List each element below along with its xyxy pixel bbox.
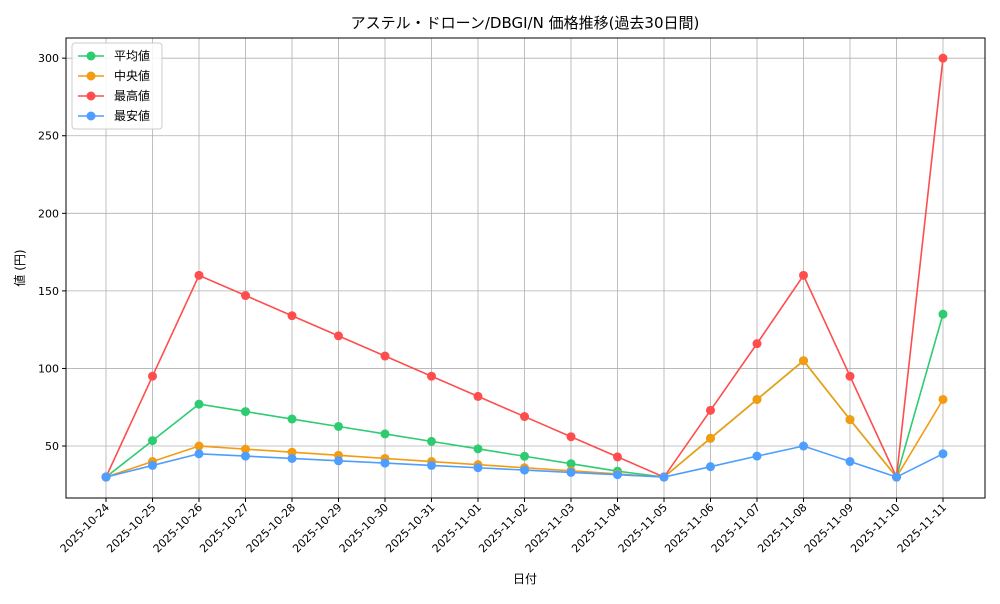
legend-label: 最高値 bbox=[114, 88, 150, 103]
legend-box bbox=[71, 42, 163, 130]
data-point bbox=[845, 371, 855, 381]
data-point bbox=[148, 436, 157, 446]
data-point bbox=[287, 453, 297, 463]
data-point bbox=[241, 451, 250, 461]
y-tick-label: 250 bbox=[38, 130, 59, 143]
data-point bbox=[892, 472, 901, 482]
data-point bbox=[566, 459, 576, 469]
series-3 bbox=[101, 441, 948, 482]
data-point bbox=[520, 465, 529, 475]
data-point bbox=[520, 412, 529, 422]
y-tick-label: 100 bbox=[38, 362, 59, 375]
data-point bbox=[473, 463, 483, 473]
data-point bbox=[380, 351, 390, 361]
chart-title: アステル・ドローン/DBGI/N 価格推移(過去30日間) bbox=[351, 14, 700, 32]
data-point bbox=[938, 449, 948, 459]
legend-marker bbox=[86, 71, 96, 81]
plot-frame bbox=[65, 37, 986, 499]
data-point bbox=[613, 470, 622, 480]
data-point bbox=[566, 432, 576, 442]
data-point bbox=[287, 414, 297, 424]
x-axis-label: 日付 bbox=[513, 572, 537, 586]
data-point bbox=[427, 460, 436, 470]
data-point bbox=[799, 270, 808, 280]
data-point bbox=[566, 467, 576, 477]
data-point bbox=[380, 458, 390, 468]
data-point bbox=[334, 421, 343, 431]
data-point bbox=[241, 444, 250, 454]
data-point bbox=[194, 270, 204, 280]
x-tick-label: 2025-11-11 bbox=[895, 501, 949, 555]
data-point bbox=[752, 339, 762, 349]
legend-label: 最安値 bbox=[114, 108, 150, 123]
legend-label: 平均値 bbox=[114, 48, 150, 63]
data-point bbox=[659, 472, 669, 482]
y-tick-label: 150 bbox=[38, 285, 59, 298]
legend-marker bbox=[86, 111, 96, 121]
data-point bbox=[845, 415, 855, 425]
legend-marker bbox=[86, 91, 96, 101]
data-point bbox=[287, 447, 297, 457]
data-point bbox=[148, 371, 157, 381]
data-point bbox=[380, 429, 390, 439]
data-point bbox=[520, 451, 529, 461]
data-point bbox=[938, 309, 948, 319]
data-point bbox=[706, 462, 715, 472]
data-point bbox=[845, 457, 855, 467]
data-point bbox=[427, 436, 436, 446]
data-point bbox=[427, 371, 436, 381]
y-tick-label: 200 bbox=[38, 207, 59, 220]
data-point bbox=[194, 441, 204, 451]
data-point bbox=[938, 394, 948, 404]
legend-label: 中央値 bbox=[114, 68, 150, 83]
data-point bbox=[799, 441, 808, 451]
data-point bbox=[938, 53, 948, 63]
data-point bbox=[752, 394, 762, 404]
data-point bbox=[334, 456, 343, 466]
data-point bbox=[334, 331, 343, 341]
data-point bbox=[613, 452, 622, 462]
y-tick-label: 300 bbox=[38, 52, 59, 65]
data-point bbox=[799, 356, 808, 366]
data-point bbox=[194, 399, 204, 409]
y-axis-label: 値 (円) bbox=[12, 249, 27, 286]
data-point bbox=[752, 451, 762, 461]
data-point bbox=[241, 291, 250, 301]
data-point bbox=[473, 391, 483, 401]
data-point bbox=[241, 407, 250, 417]
data-point bbox=[194, 449, 204, 459]
data-point bbox=[148, 460, 157, 470]
data-point bbox=[706, 405, 715, 415]
data-point bbox=[101, 472, 111, 482]
y-tick-label: 50 bbox=[45, 440, 59, 453]
data-point bbox=[473, 444, 483, 454]
data-point bbox=[706, 433, 715, 443]
data-point bbox=[287, 311, 297, 321]
legend-marker bbox=[86, 51, 96, 61]
